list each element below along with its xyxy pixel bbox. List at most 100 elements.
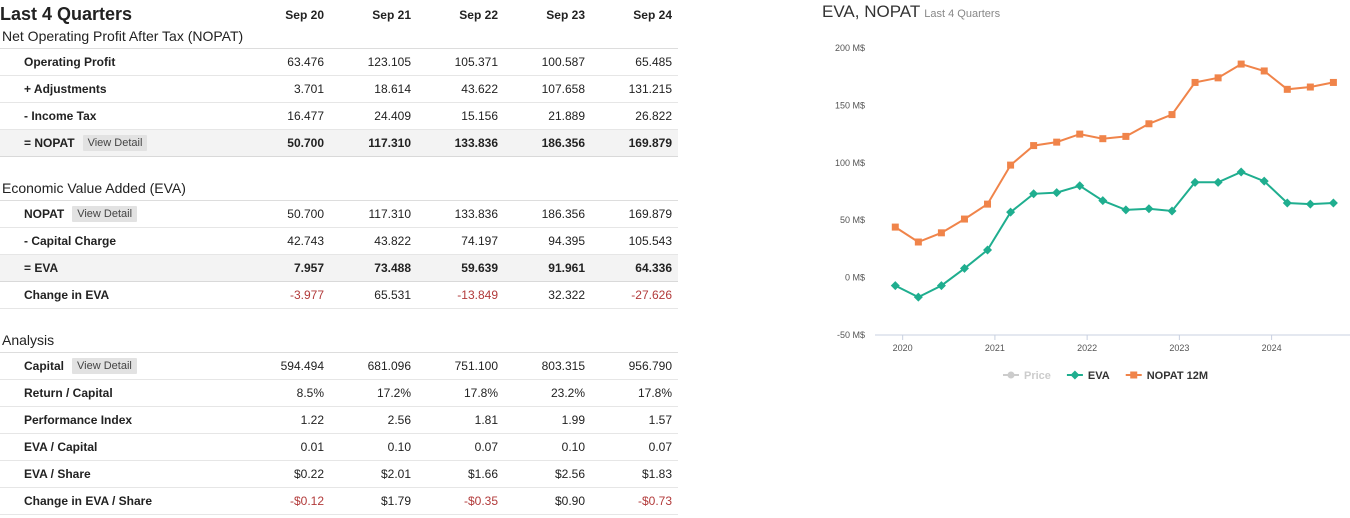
table-cell: 91.961	[548, 261, 585, 275]
table-cell: 123.105	[367, 55, 411, 69]
legend-price-label[interactable]: Price	[1024, 370, 1051, 382]
view-detail-button[interactable]: View Detail	[82, 135, 148, 151]
row-label-text: Performance Index	[24, 413, 133, 427]
row-label: Return / Capital	[0, 386, 242, 400]
row-label-text: Operating Profit	[24, 55, 116, 69]
nopat-12m-point	[960, 215, 968, 223]
legend-nopat-12m-marker	[1130, 371, 1138, 379]
row-label-text: - Capital Charge	[24, 234, 117, 248]
eva-point	[1167, 206, 1177, 216]
table-header-row: Last 4 Quarters Sep 20 Sep 21 Sep 22 Sep 23 S…	[0, 0, 678, 25]
y-tick-label: 0 M$	[845, 273, 865, 283]
table-cell: 23.2%	[550, 386, 585, 400]
table-row: Operating Profit 63.476 123.105 105.371 100.…	[0, 49, 678, 76]
table-row: EVA / Share $0.22 $2.01 $1.66 $2.56 $1.83	[0, 461, 678, 488]
table-cell: 117.310	[368, 207, 412, 221]
nopat-12m-point	[1145, 120, 1153, 128]
table-row: Return / Capital 8.5% 17.2% 17.8% 23.2% 17.8%	[0, 380, 678, 407]
row-label-text: NOPAT	[24, 207, 65, 221]
table-cell: -$0.12	[289, 494, 324, 508]
eva-nopat-chart-panel: EVA, NOPAT Last 4 Quarters -50 M$ 0 M$ 50 M…	[820, 0, 1350, 513]
row-label: = EVA	[0, 261, 242, 275]
column-header: Sep 21	[372, 8, 411, 22]
table-row: + Adjustments 3.701 18.614 43.622 107.658 131…	[0, 76, 678, 103]
table-cell: 63.476	[287, 55, 324, 69]
eva-point	[1213, 177, 1223, 187]
table-cell: 18.614	[374, 82, 411, 96]
line-chart: -50 M$ 0 M$ 50 M$ 100 M$ 150 M$ 200 M$ 2020 202…	[835, 43, 1350, 382]
table-cell: 0.01	[300, 440, 324, 454]
table-cell: 7.957	[293, 261, 324, 275]
table-cell: 107.658	[541, 82, 585, 96]
row-label: - Capital Charge	[0, 234, 242, 248]
table-cell: -$0.35	[463, 494, 498, 508]
eva-point	[1305, 199, 1315, 209]
eva-point	[913, 292, 923, 302]
table-cell: $2.01	[380, 467, 411, 481]
table-cell: 0.10	[387, 440, 411, 454]
section-title: Analysis	[0, 329, 678, 353]
table-row: Change in EVA -3.977 65.531 -13.849 32.322 -2…	[0, 282, 678, 309]
nopat-12m-point	[1191, 78, 1199, 86]
table-cell: 43.822	[374, 234, 411, 248]
section-spacer	[0, 309, 678, 329]
table-cell: 1.57	[648, 413, 672, 427]
section-title: Net Operating Profit After Tax (NOPAT)	[0, 25, 678, 49]
table-cell: -$0.73	[637, 494, 672, 508]
table-cell: 17.8%	[463, 386, 498, 400]
column-header: Sep 22	[459, 8, 498, 22]
row-label: Performance Index	[0, 413, 242, 427]
column-header: Sep 23	[546, 8, 585, 22]
eva-point	[1328, 198, 1338, 208]
row-label: EVA / Share	[0, 467, 242, 481]
nopat-12m-point	[1122, 132, 1130, 140]
chart-title-text: EVA, NOPAT	[822, 2, 921, 21]
view-detail-button[interactable]: View Detail	[72, 358, 137, 374]
nopat-12m-point	[1053, 138, 1061, 146]
x-tick-label: 2022	[1077, 343, 1097, 353]
nopat-12m-point	[1329, 78, 1337, 86]
x-tick-label: 2023	[1169, 343, 1189, 353]
nopat-12m-point	[914, 238, 922, 246]
nopat-12m-point	[1030, 142, 1038, 150]
table-row: Performance Index 1.22 2.56 1.81 1.99 1.57	[0, 407, 678, 434]
nopat-12m-point	[1099, 135, 1107, 143]
row-label: Operating Profit	[0, 55, 242, 69]
legend-eva-label[interactable]: EVA	[1088, 370, 1110, 382]
column-header: Sep 24	[633, 8, 672, 22]
row-label-text: Return / Capital	[24, 386, 113, 400]
y-tick-label: 200 M$	[835, 43, 865, 53]
table-cell: 50.700	[287, 136, 324, 150]
table-cell: 65.531	[374, 288, 411, 302]
table-cell: 0.10	[561, 440, 585, 454]
row-label-text: Change in EVA	[24, 288, 110, 302]
eva-series-line	[894, 170, 1334, 299]
financial-table: Last 4 Quarters Sep 20 Sep 21 Sep 22 Sep 23 S…	[0, 0, 678, 515]
table-row: Capital View Detail 594.494 681.096 751.100 8…	[0, 353, 678, 380]
eva-point	[1075, 181, 1085, 191]
table-cell: $1.66	[467, 467, 498, 481]
row-label: Change in EVA	[0, 288, 242, 302]
nopat-12m-point	[1214, 74, 1222, 82]
page-title: Last 4 Quarters	[0, 4, 133, 24]
table-cell: $1.79	[380, 494, 411, 508]
table-cell: 43.622	[461, 82, 498, 96]
table-cell: 73.488	[374, 261, 411, 275]
table-row: Change in EVA / Share -$0.12 $1.79 -$0.35 $0…	[0, 488, 678, 515]
legend-nopat-12m-label[interactable]: NOPAT 12M	[1147, 370, 1208, 382]
table-cell: 24.409	[374, 109, 411, 123]
eva-point	[959, 263, 969, 273]
table-cell: 169.879	[628, 207, 672, 221]
table-cell: 0.07	[648, 440, 672, 454]
eva-point	[936, 281, 946, 291]
eva-point	[1098, 196, 1108, 206]
y-tick-label: 100 M$	[835, 158, 865, 168]
nopat-12m-point	[1237, 60, 1245, 68]
nopat-12m-point	[1306, 83, 1314, 91]
column-header: Sep 20	[285, 8, 324, 22]
nopat-12m-point	[891, 223, 899, 231]
section-spacer	[0, 157, 678, 177]
table-cell: 8.5%	[296, 386, 324, 400]
table-cell: 681.096	[367, 359, 411, 373]
view-detail-button[interactable]: View Detail	[72, 206, 138, 222]
